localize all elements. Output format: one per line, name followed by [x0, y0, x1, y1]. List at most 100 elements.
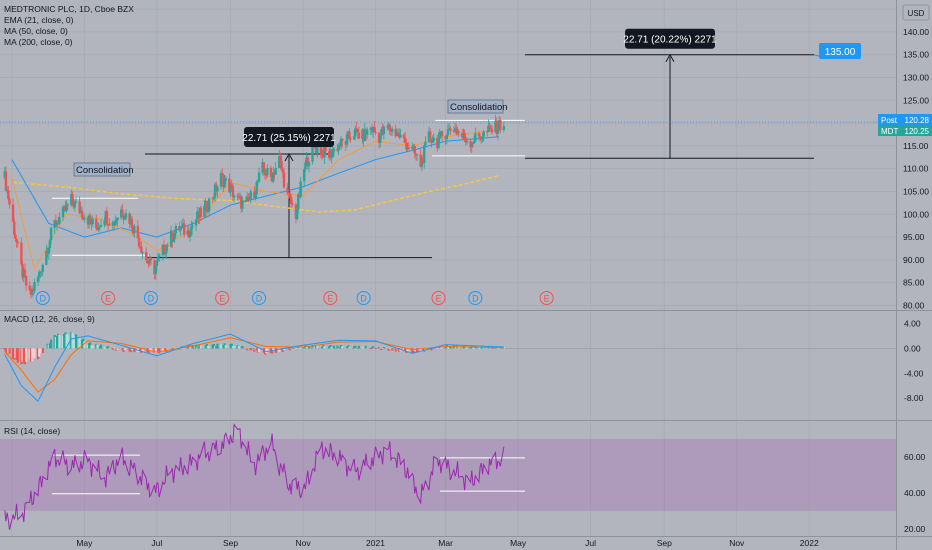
macd-pane[interactable]: MACD (12, 26, close, 9) 4.00 0.00 -4.00 -8.0…: [0, 314, 924, 403]
candle-body: [28, 285, 31, 291]
macd-histogram-bar: [98, 346, 101, 349]
candle-body: [278, 156, 281, 169]
macd-histogram-bar: [240, 347, 243, 349]
macd-histogram-bar: [208, 346, 211, 349]
macd-histogram-bar: [486, 348, 489, 349]
measure-2-arrow-head: [665, 53, 675, 62]
dividend-marker[interactable]: D: [252, 291, 267, 305]
earnings-marker[interactable]: E: [323, 291, 338, 305]
candle-body: [36, 277, 40, 283]
dividend-marker[interactable]: D: [35, 291, 50, 305]
candle-body: [407, 147, 410, 149]
time-axis[interactable]: May Jul Sep Nov 2021 Mar May Jul Sep Nov 2022: [76, 538, 819, 548]
price-pane[interactable]: D E D E D E D E D E 22.71 (25.15%) 2271 22.71 (20.2…: [0, 28, 896, 305]
mdt-price-tag-value: 120.25: [905, 127, 930, 136]
candle-body: [402, 134, 406, 139]
macd-histogram-bar: [49, 339, 53, 349]
candle-body: [248, 199, 251, 201]
candle-body: [139, 246, 142, 248]
candle-body: [299, 181, 302, 197]
macd-histogram-bar: [216, 343, 219, 349]
dividend-marker[interactable]: D: [143, 291, 158, 305]
price-tick-label: 115.00: [903, 141, 929, 151]
macd-histogram-bar: [197, 346, 200, 349]
measure-2-label[interactable]: 22.71 (20.22%) 2271: [623, 28, 717, 49]
indicator-label: EMA (21, close, 0): [4, 15, 74, 25]
earnings-marker[interactable]: E: [215, 291, 230, 305]
indicator-label: MA (200, close, 0): [4, 37, 73, 47]
target-callout[interactable]: 135.00: [813, 43, 861, 59]
candle-body: [437, 138, 440, 149]
macd-histogram-bar: [20, 348, 23, 365]
dividend-marker[interactable]: D: [468, 291, 483, 305]
macd-histogram-bar: [140, 348, 143, 353]
macd-histogram-bar: [353, 346, 356, 349]
currency-button[interactable]: [902, 4, 930, 21]
macd-histogram-bar: [189, 347, 192, 349]
candle-body: [337, 144, 340, 151]
macd-histogram-bar: [137, 348, 141, 350]
drawings[interactable]: [52, 53, 814, 259]
macd-histogram-bar: [361, 346, 364, 349]
candle-body: [11, 204, 15, 222]
macd-histogram-bar: [255, 348, 258, 351]
macd-histogram-bar: [323, 346, 326, 349]
earnings-marker[interactable]: E: [539, 291, 554, 305]
macd-histogram-bar: [369, 348, 372, 350]
candle-body: [103, 220, 106, 225]
macd-histogram-bar: [448, 348, 451, 349]
consolidation-1-label[interactable]: Consolidation: [73, 162, 134, 177]
candle-body: [121, 209, 124, 216]
candle-body: [496, 129, 500, 134]
candle-body: [379, 135, 382, 143]
macd-histogram-bar: [74, 334, 78, 349]
candle-body: [414, 153, 418, 156]
candle-body: [490, 129, 494, 133]
candle-body: [171, 230, 174, 242]
candle-body: [80, 210, 84, 218]
macd-histogram-bar: [25, 348, 28, 362]
candle-body: [472, 141, 476, 144]
candle-body: [355, 128, 358, 130]
candle-body: [288, 193, 292, 197]
candle-body: [40, 271, 43, 273]
rsi-band: [0, 438, 896, 511]
measure-2-label-text: 22.71 (20.22%) 2271: [623, 35, 717, 46]
candle-body: [404, 138, 407, 143]
earnings-marker[interactable]: E: [101, 291, 116, 305]
dividend-marker[interactable]: D: [356, 291, 371, 305]
candle-body: [254, 194, 257, 199]
macd-histogram-bar: [347, 345, 350, 349]
candle-body: [470, 142, 473, 147]
earnings-marker[interactable]: E: [431, 291, 446, 305]
price-scale[interactable]: USD 80.00 85.00 90.00 95.00 100.00 105.00 110.0…: [878, 4, 932, 310]
macd-histogram-bar: [161, 348, 164, 352]
candle-body: [357, 132, 361, 139]
candle-body: [445, 135, 449, 140]
macd-histogram-bar: [158, 348, 161, 354]
candle-body: [156, 257, 160, 261]
macd-histogram-bar: [231, 346, 235, 349]
macd-histogram-bar: [416, 348, 419, 353]
rsi-pane[interactable]: RSI (14, close) 60.00 40.00 20.00: [0, 423, 926, 534]
candle-body: [223, 180, 226, 188]
candle-body: [388, 124, 391, 131]
macd-histogram-bar: [82, 338, 85, 349]
candle-body: [341, 138, 344, 142]
consolidation-2-label[interactable]: Consolidation: [447, 99, 508, 114]
measure-1-label[interactable]: 22.71 (25.15%) 2271: [242, 127, 336, 148]
macd-histogram-bar: [341, 346, 344, 349]
time-tick-label: 2022: [800, 538, 819, 548]
marker-circle: [35, 291, 50, 305]
macd-histogram-bar: [196, 347, 199, 349]
macd-histogram-bar: [412, 348, 415, 354]
macd-histogram-bar: [14, 348, 17, 359]
macd-histogram-bar: [247, 348, 250, 349]
macd-histogram-bar: [129, 348, 132, 353]
candle-body: [179, 227, 182, 231]
candle-body: [316, 146, 319, 154]
macd-histogram-bar: [257, 348, 261, 353]
